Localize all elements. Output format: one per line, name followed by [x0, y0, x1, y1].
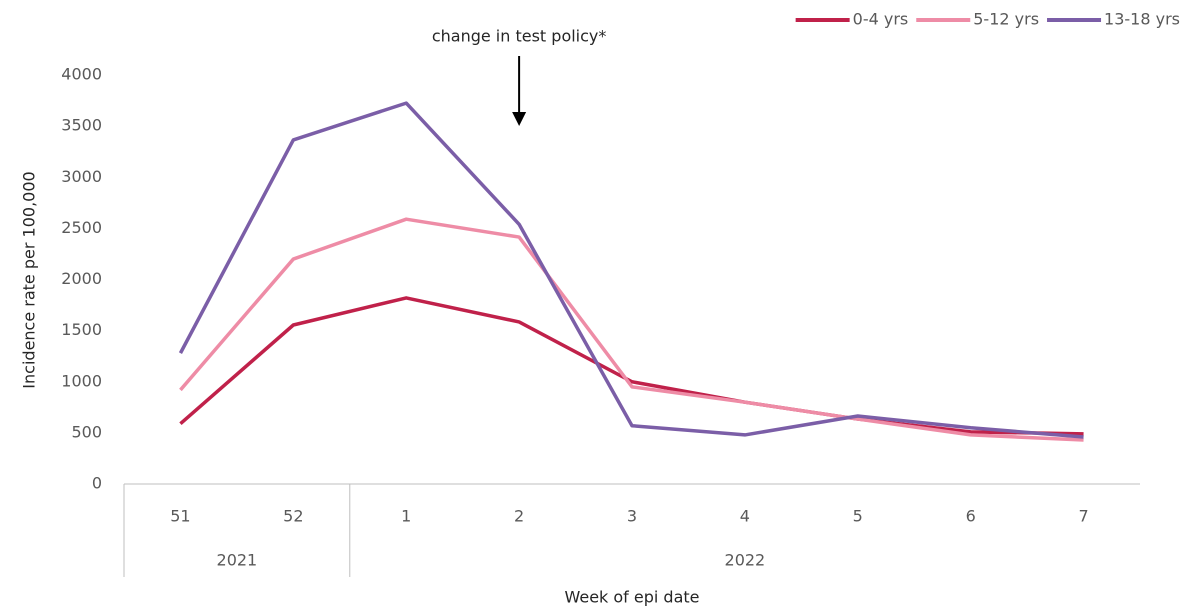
x-group-label: 2021	[217, 551, 258, 570]
y-tick-label: 1500	[61, 320, 102, 339]
y-axis-title: Incidence rate per 100,000	[20, 171, 39, 388]
y-tick-label: 2500	[61, 218, 102, 237]
series-line	[179, 296, 1084, 436]
annotation-arrowhead	[512, 112, 527, 126]
legend-label: 13-18 yrs	[1104, 10, 1180, 29]
x-group-label: 2022	[725, 551, 766, 570]
x-tick-label: 2	[514, 507, 524, 526]
x-tick-label: 3	[627, 507, 637, 526]
x-tick-label: 52	[283, 507, 303, 526]
series-line	[178, 101, 1084, 439]
y-tick-label: 4000	[61, 65, 102, 84]
annotation: change in test policy*	[432, 27, 607, 46]
y-tick-label: 3000	[61, 167, 102, 186]
series-line	[179, 217, 1084, 442]
x-tick-label: 6	[966, 507, 976, 526]
x-tick-label: 1	[401, 507, 411, 526]
x-axis-title: Week of epi date	[564, 588, 699, 607]
y-tick-label: 2000	[61, 269, 102, 288]
x-tick-label: 4	[740, 507, 750, 526]
x-tick-label: 5	[853, 507, 863, 526]
legend-label: 5-12 yrs	[973, 10, 1039, 29]
y-tick-label: 500	[71, 422, 102, 441]
legend-label: 0-4 yrs	[853, 10, 909, 29]
y-tick-label: 3500	[61, 116, 102, 135]
y-tick-label: 1000	[61, 371, 102, 390]
x-tick-label: 7	[1078, 507, 1088, 526]
y-tick-label: 0	[92, 474, 102, 493]
x-tick-label: 51	[170, 507, 190, 526]
